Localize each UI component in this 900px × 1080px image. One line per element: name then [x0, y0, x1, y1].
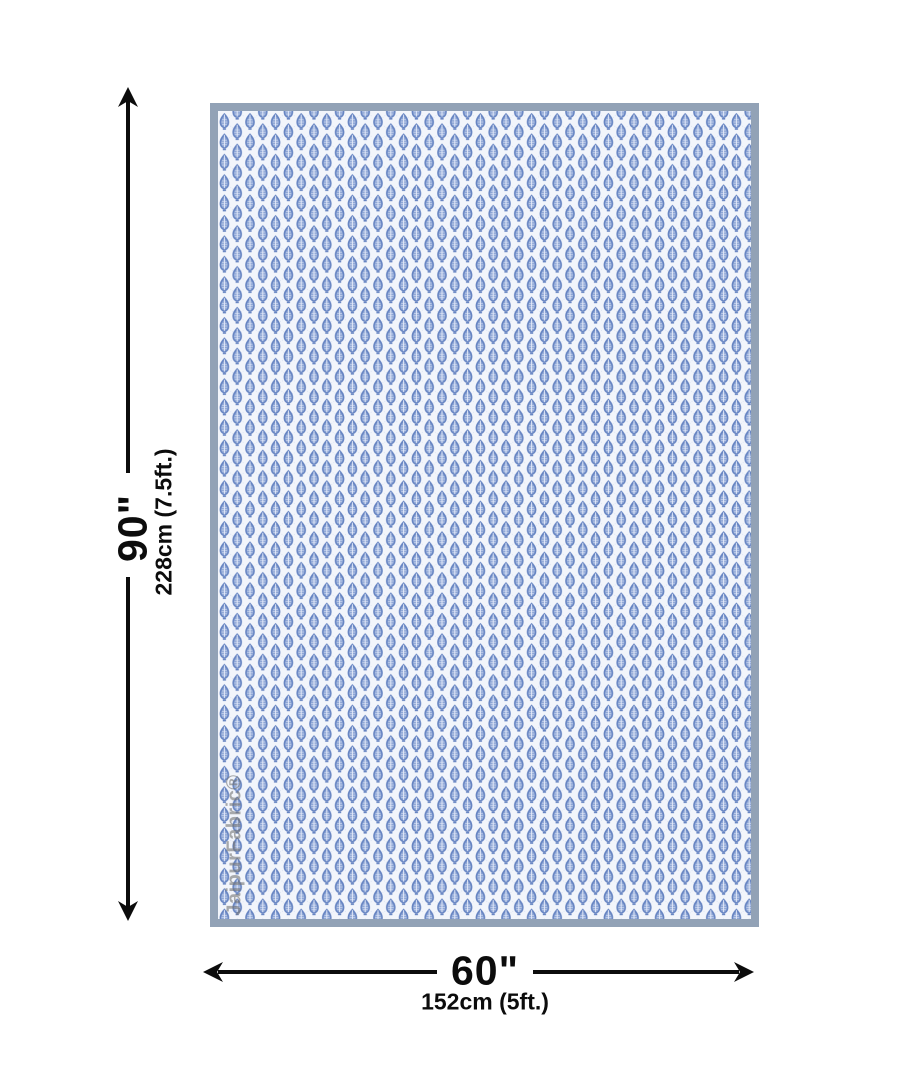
watermark: JaipurFabric®	[223, 774, 246, 916]
fabric-swatch: JaipurFabric®	[210, 103, 759, 927]
arrow-down-icon	[118, 901, 138, 921]
fabric-pattern	[218, 111, 751, 919]
arrow-up-icon	[118, 87, 138, 107]
height-metric-label: 228cm (7.5ft.)	[150, 448, 177, 596]
width-metric-label: 152cm (5ft.)	[421, 988, 549, 1015]
width-value-label: 60"	[450, 947, 520, 994]
arrow-right-icon	[734, 962, 754, 982]
arrow-left-icon	[203, 962, 223, 982]
height-value-label: 90"	[109, 493, 156, 563]
